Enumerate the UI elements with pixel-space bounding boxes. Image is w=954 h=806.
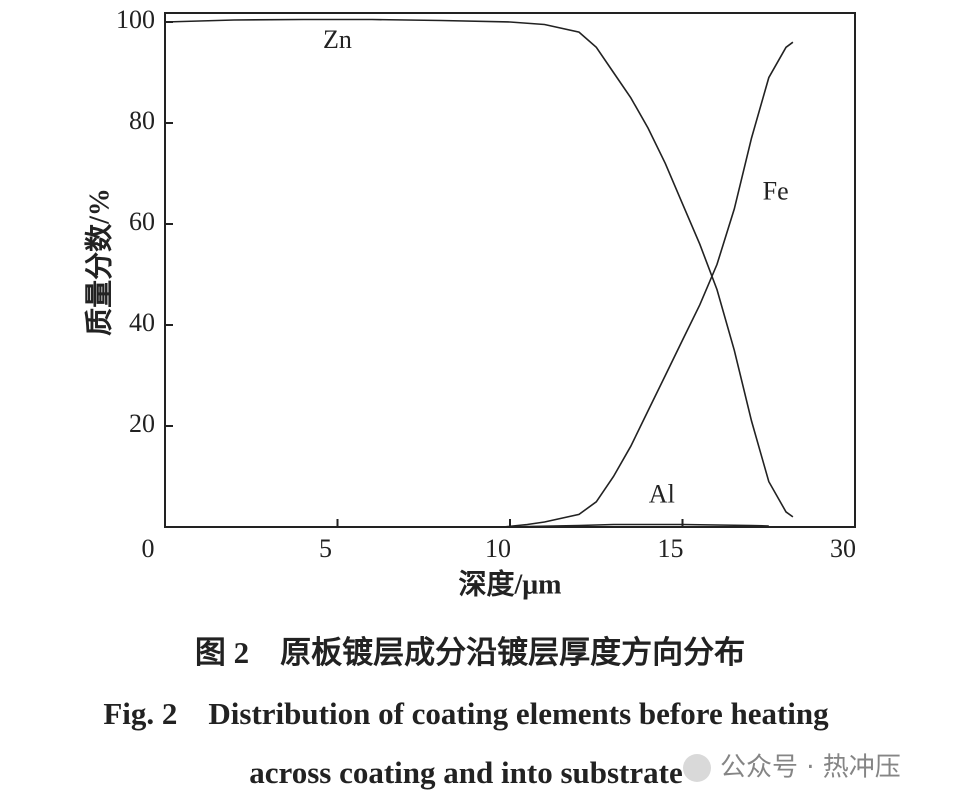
watermark: 公众号 · 热冲压 bbox=[683, 753, 901, 783]
caption-en: Fig. 2 Distribution of coating elements … bbox=[103, 696, 829, 731]
y-tick-label: 40 bbox=[129, 308, 155, 337]
caption-en: across coating and into substrate bbox=[249, 755, 682, 790]
series-label: Fe bbox=[763, 177, 789, 206]
series-label: Al bbox=[649, 480, 675, 509]
y-tick-label: 20 bbox=[129, 409, 155, 438]
watermark-text: 公众号 · 热冲压 bbox=[720, 753, 901, 783]
x-axis-label: 深度/μm bbox=[459, 568, 562, 600]
x-tick-label: 10 bbox=[485, 534, 511, 563]
line bbox=[503, 523, 769, 528]
x-tick-label: 0 bbox=[142, 534, 155, 563]
y-tick-label: 100 bbox=[116, 5, 155, 34]
watermark-icon bbox=[683, 754, 711, 782]
y-tick-label: 80 bbox=[129, 106, 155, 135]
line bbox=[503, 41, 794, 528]
line bbox=[164, 18, 794, 518]
x-tick-label: 5 bbox=[319, 534, 332, 563]
y-tick-label: 60 bbox=[129, 207, 155, 236]
y-axis-label: 质量分数/% bbox=[83, 188, 115, 336]
caption-cn: 图 2 原板镀层成分沿镀层厚度方向分布 bbox=[195, 635, 745, 670]
x-tick-label: 30 bbox=[830, 534, 856, 563]
x-tick-label: 15 bbox=[658, 534, 684, 563]
series-label: Zn bbox=[323, 25, 352, 54]
